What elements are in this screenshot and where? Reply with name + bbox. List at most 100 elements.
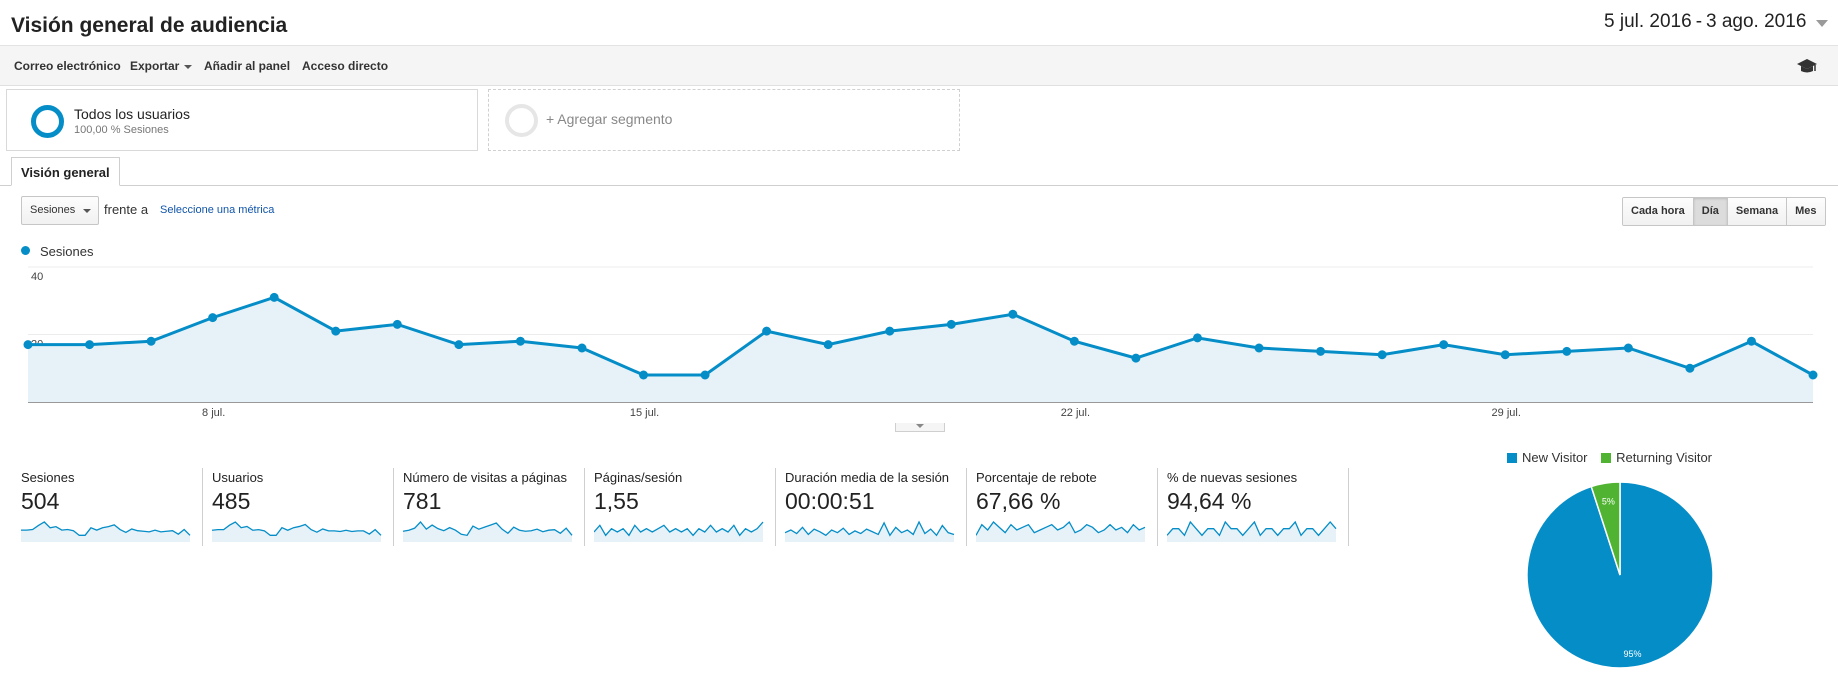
tab-bar-divider	[0, 185, 1838, 186]
sparkline-line	[212, 521, 382, 536]
sessions-data-point[interactable]	[392, 319, 402, 329]
kpi-card[interactable]: Duración media de la sesión 00:00:51	[785, 470, 975, 546]
sparkline-line	[403, 521, 573, 537]
kpi-card[interactable]: Páginas/sesión 1,55	[594, 470, 784, 546]
sessions-data-point[interactable]	[1069, 336, 1079, 346]
pie-slice[interactable]	[1590, 481, 1621, 576]
sessions-data-point[interactable]	[885, 326, 895, 336]
sessions-data-point[interactable]	[1746, 336, 1756, 346]
sessions-data-point[interactable]	[946, 319, 956, 329]
chart-resize-handle[interactable]	[895, 423, 945, 432]
sessions-data-point[interactable]	[23, 340, 33, 350]
export-button-label: Exportar	[130, 59, 180, 73]
sessions-area	[28, 297, 1813, 402]
kpi-value: 504	[21, 488, 60, 514]
sessions-data-point[interactable]	[1439, 340, 1449, 350]
graduation-cap-icon[interactable]	[1796, 56, 1818, 76]
sparkline-line	[21, 521, 191, 536]
sessions-data-point[interactable]	[1008, 309, 1018, 319]
sessions-data-point[interactable]	[1192, 333, 1202, 343]
shortcut-button-label: Acceso directo	[302, 59, 389, 73]
granularity-week-button[interactable]: Semana	[1727, 198, 1788, 225]
sessions-data-point[interactable]	[1377, 350, 1387, 360]
kpi-sparkline	[976, 520, 1146, 542]
sparkline-area	[976, 522, 1145, 542]
kpi-sparkline	[594, 521, 764, 542]
segment-all-users[interactable]: Todos los usuarios 100,00 % Sesiones	[6, 89, 478, 151]
sessions-data-point[interactable]	[1623, 343, 1633, 353]
kpi-sparkline	[1167, 520, 1337, 542]
sessions-data-point[interactable]	[331, 326, 341, 336]
y-tick-label: 40	[31, 271, 43, 283]
sparkline-area	[21, 522, 190, 542]
metric-select[interactable]: Sesiones	[21, 196, 99, 225]
kpi-card[interactable]: Sesiones 504	[21, 470, 211, 546]
granularity-day-button[interactable]: Día	[1693, 198, 1728, 225]
new-visitor-label: New Visitor	[1522, 450, 1588, 465]
sparkline-line	[1167, 520, 1337, 537]
kpi-card[interactable]: Número de visitas a páginas 781	[403, 470, 593, 546]
kpi-divider	[1348, 468, 1349, 546]
sessions-data-point[interactable]	[269, 292, 279, 302]
add-to-dashboard-button[interactable]: Añadir al panel	[204, 46, 290, 86]
kpi-card[interactable]: % de nuevas sesiones 94,64 %	[1167, 470, 1357, 546]
kpi-divider	[584, 468, 585, 546]
granularity-month-button[interactable]: Mes	[1787, 198, 1825, 225]
granularity-hourly-button[interactable]: Cada hora	[1623, 198, 1694, 225]
sessions-legend-label: Sesiones	[40, 244, 94, 259]
returning-visitor-label: Returning Visitor	[1616, 450, 1713, 465]
kpi-value: 485	[212, 488, 251, 514]
chevron-down-icon	[1816, 20, 1829, 27]
sessions-data-point[interactable]	[1500, 350, 1510, 360]
sessions-data-point[interactable]	[700, 370, 710, 380]
sessions-data-point[interactable]	[515, 336, 525, 346]
add-to-dashboard-label: Añadir al panel	[204, 59, 291, 73]
sessions-data-point[interactable]	[762, 326, 772, 336]
sessions-data-point[interactable]	[146, 336, 156, 346]
sparkline-area	[594, 522, 763, 542]
shortcut-button[interactable]: Acceso directo	[302, 46, 388, 86]
visitor-type-pie-chart: 95% 5%	[1526, 481, 1714, 669]
chevron-down-icon	[184, 64, 193, 69]
kpi-value: 00:00:51	[785, 488, 875, 514]
sessions-data-point[interactable]	[1316, 346, 1326, 356]
report-toolbar: Correo electrónico Exportar Añadir al pa…	[0, 45, 1838, 86]
segment-ring-icon	[31, 105, 64, 138]
pie-legend-new-visitor[interactable]: New Visitor	[1507, 450, 1588, 465]
sessions-data-point[interactable]	[208, 313, 218, 323]
email-button[interactable]: Correo electrónico	[14, 46, 121, 86]
sessions-line	[28, 295, 1814, 377]
segment-sessions-share: 100,00 % Sesiones	[74, 124, 169, 136]
kpi-sparkline	[403, 521, 573, 542]
kpi-name: Porcentaje de rebote	[976, 470, 1097, 485]
kpi-card[interactable]: Usuarios 485	[212, 470, 402, 546]
x-tick-label: 15 jul.	[630, 407, 659, 419]
sparkline-area	[785, 522, 954, 542]
email-button-label: Correo electrónico	[14, 59, 121, 73]
sessions-data-point[interactable]	[454, 340, 464, 350]
export-button[interactable]: Exportar	[130, 46, 193, 86]
sessions-data-point[interactable]	[1254, 343, 1264, 353]
sessions-data-point[interactable]	[577, 343, 587, 353]
sparkline-area	[212, 522, 381, 542]
kpi-value: 67,66 %	[976, 488, 1061, 514]
add-segment-button[interactable]: + Agregar segmento	[488, 89, 960, 151]
select-metric-link[interactable]: Seleccione una métrica	[160, 204, 275, 216]
sessions-data-point[interactable]	[85, 340, 95, 350]
segment-name: Todos los usuarios	[74, 106, 190, 122]
x-tick-label: 29 jul.	[1492, 407, 1521, 419]
sessions-data-point[interactable]	[1685, 363, 1695, 373]
pie-legend-returning-visitor[interactable]: Returning Visitor	[1601, 450, 1712, 465]
sessions-data-point[interactable]	[1808, 370, 1818, 380]
kpi-card[interactable]: Porcentaje de rebote 67,66 %	[976, 470, 1166, 546]
sessions-data-point[interactable]	[1562, 346, 1572, 356]
date-separator: -	[1695, 11, 1703, 32]
tab-overview[interactable]: Visión general	[11, 157, 120, 186]
add-segment-label: + Agregar segmento	[546, 111, 673, 127]
sessions-data-point[interactable]	[823, 340, 833, 350]
sessions-data-point[interactable]	[639, 370, 649, 380]
date-range-picker[interactable]: 5 jul. 2016-3 ago. 2016	[1598, 7, 1834, 37]
kpi-name: % de nuevas sesiones	[1167, 470, 1298, 485]
kpi-divider	[1157, 468, 1158, 546]
sessions-data-point[interactable]	[1131, 353, 1141, 363]
